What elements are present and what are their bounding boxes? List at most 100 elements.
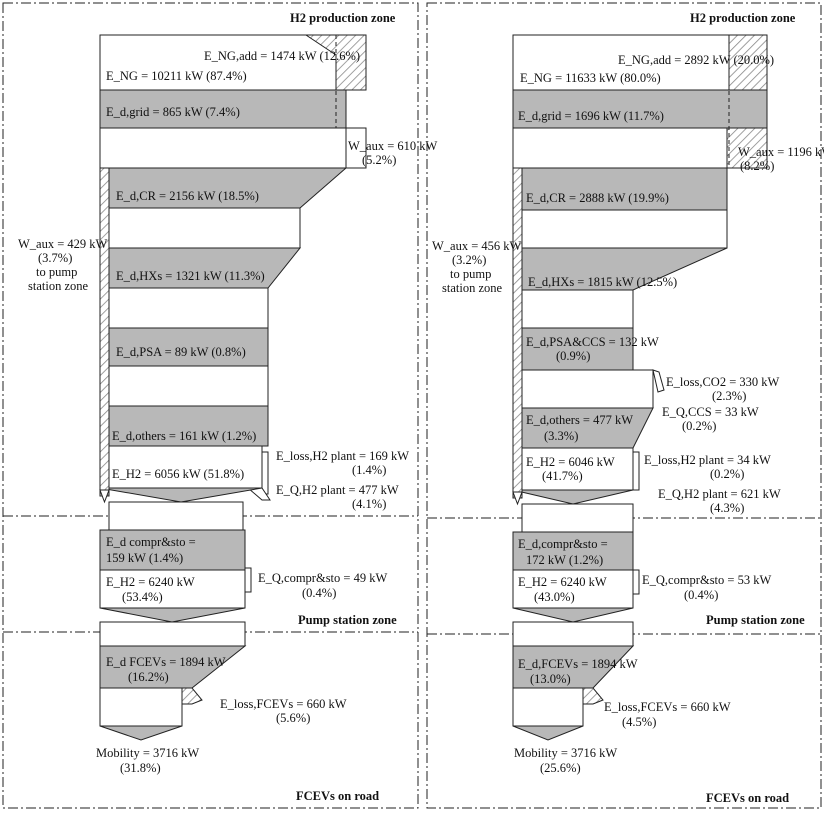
right-ed-grid-label: E_d,grid = 1696 kW (11.7%) (518, 109, 664, 123)
left-q-compr-pct: (0.4%) (302, 586, 336, 600)
left-loss-fcev-arrow (181, 687, 203, 705)
left-ed-hxs-label: E_d,HXs = 1321 kW (11.3%) (116, 269, 265, 283)
right-ed-cr-label: E_d,CR = 2888 kW (19.9%) (526, 191, 669, 205)
right-waux-out-to2: station zone (442, 281, 503, 295)
right-pump-eh2-label: E_H2 = 6240 kW (518, 575, 607, 589)
right-eh2-pct: (41.7%) (542, 469, 583, 483)
right-ed-psa-label: E_d,PSA&CCS = 132 kW (526, 335, 659, 349)
left-loss-h2-label: E_loss,H2 plant = 169 kW (276, 449, 409, 463)
left-zone-frame (2, 2, 419, 809)
right-ed-psa-block (512, 327, 634, 371)
left-ed-fcevs-pct: (16.2%) (128, 670, 169, 684)
left-loss-h2-arrow (261, 451, 269, 495)
left-band-3 (99, 287, 269, 329)
right-q-ccs-pct: (0.2%) (682, 419, 716, 433)
left-fcev-input-band (99, 621, 246, 647)
left-ed-compr-val: 159 kW (1.4%) (106, 551, 183, 565)
right-waux-out-strip (512, 167, 523, 499)
right-ed-compr-val: 172 kW (1.2%) (526, 553, 603, 567)
left-eng-add-label: E_NG,add = 1474 kW (12.6%) (204, 49, 360, 63)
left-ed-compr-label: E_d compr&sto = (106, 535, 196, 549)
left-band-1 (99, 127, 347, 169)
right-pump-eh2-block (512, 569, 634, 609)
left-waux-in-label: W_aux = 610 kW (348, 139, 438, 153)
left-diagram: H2 production zone Pump station zone FCE… (2, 2, 438, 809)
right-ed-fcevs-pct: (13.0%) (530, 672, 571, 686)
right-down-arrow-3 (512, 725, 584, 741)
right-waux-out-to1: to pump (450, 267, 491, 281)
right-waux-out-label: W_aux = 456 kW (432, 239, 522, 253)
right-loss-fcev-arrow (582, 687, 604, 705)
right-eh2-block (512, 447, 634, 491)
left-band-4 (99, 365, 269, 407)
left-mobility-pct: (31.8%) (120, 761, 161, 775)
left-waux-out-strip (99, 167, 110, 497)
right-ed-others-pct: (3.3%) (544, 429, 578, 443)
left-eng-label: E_NG = 10211 kW (87.4%) (106, 69, 247, 83)
left-ed-fcevs-label: E_d FCEVs = 1894 kW (106, 655, 226, 669)
left-waux-out-to1: to pump (36, 265, 77, 279)
right-loss-h2-pct: (0.2%) (710, 467, 744, 481)
right-band-2 (512, 209, 728, 249)
left-zone-pump-label: Pump station zone (298, 613, 397, 627)
right-pump-input-band (521, 503, 634, 533)
right-waux-in-label: W_aux = 1196 kW (738, 145, 824, 159)
right-q-h2-pct: (4.3%) (710, 501, 744, 515)
right-loss-fcevs-label: E_loss,FCEVs = 660 kW (604, 700, 731, 714)
right-pump-eh2-pct: (43.0%) (534, 590, 575, 604)
left-ed-cr-label: E_d,CR = 2156 kW (18.5%) (116, 189, 259, 203)
right-band-3 (512, 289, 634, 329)
right-band-4 (512, 369, 654, 409)
right-loss-co2-label: E_loss,CO2 = 330 kW (666, 375, 780, 389)
right-q-compr-label: E_Q,compr&sto = 53 kW (642, 573, 771, 587)
right-zone-frame (426, 2, 822, 809)
left-ed-psa-label: E_d,PSA = 89 kW (0.8%) (116, 345, 246, 359)
left-waux-out-arrow (99, 489, 110, 504)
right-mobility-block (512, 687, 584, 727)
left-loss-h2-pct: (1.4%) (352, 463, 386, 477)
left-waux-out-to2: station zone (28, 279, 89, 293)
right-waux-in-box (726, 127, 768, 169)
right-zone-fcev-label: FCEVs on road (706, 791, 789, 805)
right-eh2-label: E_H2 = 6046 kW (526, 455, 615, 469)
left-loss-fcevs-label: E_loss,FCEVs = 660 kW (220, 697, 347, 711)
right-eng-label: E_NG = 11633 kW (80.0%) (520, 71, 661, 85)
right-mobility-label: Mobility = 3716 kW (514, 746, 617, 760)
right-ed-fcevs-label: E_d,FCEVs = 1894 kW (518, 657, 638, 671)
left-loss-fcevs-pct: (5.6%) (276, 711, 310, 725)
left-down-arrow-1 (99, 487, 263, 503)
left-zone-fcev-label: FCEVs on road (296, 789, 379, 803)
right-down-arrow-1 (512, 489, 634, 505)
right-waux-in-pct: (8.2%) (740, 159, 774, 173)
left-eh2-label: E_H2 = 6056 kW (51.8%) (112, 467, 244, 481)
right-ed-compr-block (512, 531, 634, 571)
right-ed-psa-pct: (0.9%) (556, 349, 590, 363)
right-zone-pump-label: Pump station zone (706, 613, 805, 627)
left-band-2 (99, 207, 301, 249)
left-pump-eh2-pct: (53.4%) (122, 590, 163, 604)
right-ed-compr-label: E_d,compr&sto = (518, 537, 608, 551)
left-ed-grid-label: E_d,grid = 865 kW (7.4%) (106, 105, 240, 119)
right-q-compr-pct: (0.4%) (684, 588, 718, 602)
right-band-1 (512, 127, 728, 169)
right-loss-co2-arrow (652, 369, 665, 393)
left-ed-others-label: E_d,others = 161 kW (1.2%) (112, 429, 256, 443)
right-down-arrow-2 (512, 607, 634, 623)
right-q-h2-label: E_Q,H2 plant = 621 kW (658, 487, 781, 501)
left-pump-eh2-label: E_H2 = 6240 kW (106, 575, 195, 589)
left-pump-input-band (108, 501, 244, 531)
left-zone-h2-label: H2 production zone (290, 11, 396, 25)
right-fcev-input-band (512, 621, 634, 647)
right-mobility-pct: (25.6%) (540, 761, 581, 775)
left-mobility-label: Mobility = 3716 kW (96, 746, 199, 760)
left-waux-out-pct: (3.7%) (38, 251, 72, 265)
left-q-h2-pct: (4.1%) (352, 497, 386, 511)
left-pump-eh2-block (99, 569, 246, 609)
right-eng-add-label: E_NG,add = 2892 kW (20.0%) (618, 53, 774, 67)
left-down-arrow-3 (99, 725, 183, 741)
left-q-h2-label: E_Q,H2 plant = 477 kW (276, 483, 399, 497)
left-q-compr-label: E_Q,compr&sto = 49 kW (258, 571, 387, 585)
right-q-compr-arrow (632, 569, 640, 595)
right-diagram: H2 production zone Pump station zone FCE… (426, 2, 824, 809)
